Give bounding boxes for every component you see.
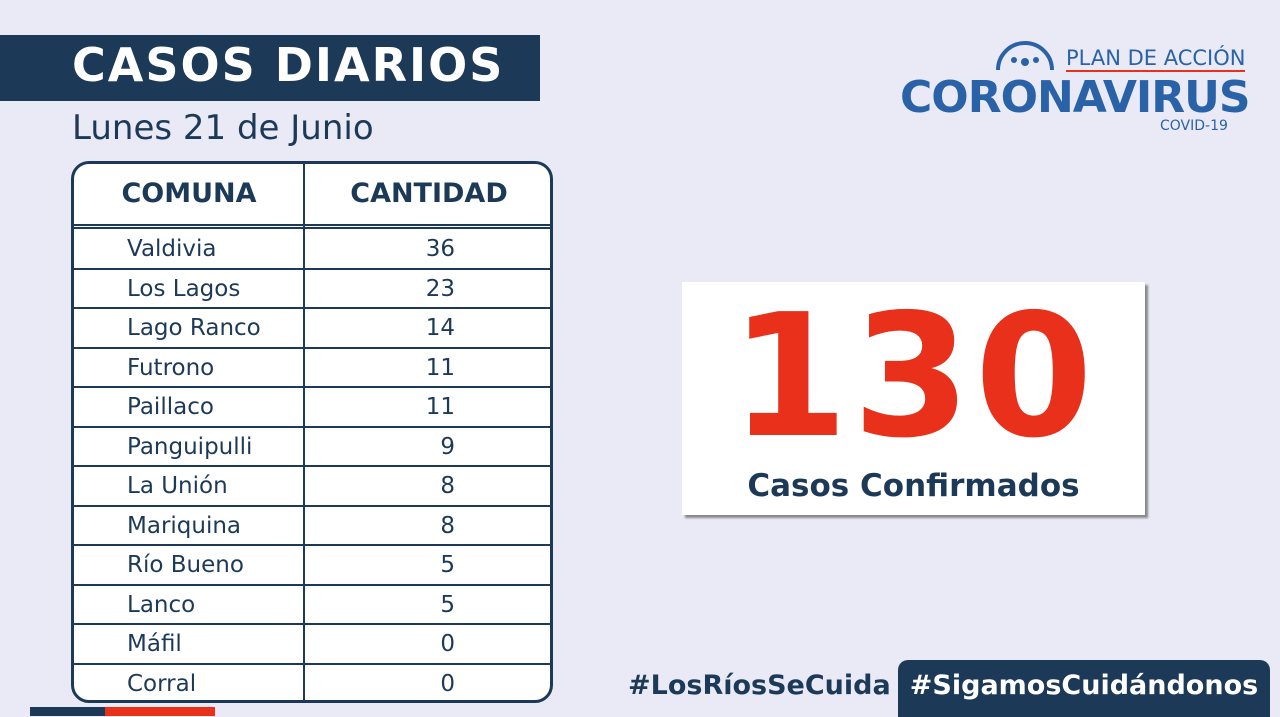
table-row: La Unión 8 (74, 467, 550, 507)
comuna: Los Lagos (127, 275, 241, 302)
column-divider (303, 164, 305, 700)
comuna: Lago Ranco (127, 315, 261, 341)
comuna: Corral (127, 670, 197, 697)
table-row: Río Bueno 5 (74, 546, 550, 586)
cantidad: 8 (440, 473, 455, 499)
table-row: Panguipulli 9 (74, 428, 550, 467)
cantidad: 14 (425, 315, 455, 341)
table-row: Lanco 5 (74, 586, 550, 625)
comuna: Río Bueno (127, 552, 244, 578)
table-row: Los Lagos 23 (74, 270, 550, 309)
cantidad: 0 (440, 670, 455, 697)
comuna: Máfil (127, 631, 182, 657)
comuna: Panguipulli (127, 433, 253, 460)
column-header: COMUNA (121, 178, 257, 209)
cantidad: 8 (440, 512, 455, 539)
hashtag: #SigamosCuidándonos (909, 670, 1259, 701)
table-row: Máfil 0 (74, 625, 550, 665)
cantidad: 0 (440, 631, 455, 657)
total-label: Casos Confirmados (747, 468, 1080, 504)
hashtag: #LosRíosSeCuida (628, 670, 891, 701)
table-row: Futrono 11 (74, 349, 550, 388)
table-row: Lago Ranco 14 (74, 309, 550, 349)
table-row: Valdivia 36 (74, 230, 550, 270)
stripe (30, 707, 105, 716)
stripe (105, 707, 215, 716)
table-row: Paillaco 11 (74, 388, 550, 428)
comuna: Lanco (127, 591, 196, 618)
comuna: Mariquina (127, 512, 242, 539)
table-row: Mariquina 8 (74, 507, 550, 546)
title-bar (0, 35, 540, 101)
cantidad: 11 (425, 354, 455, 381)
comuna: Paillaco (127, 394, 214, 420)
title: CASOS DIARIOS (72, 38, 505, 92)
cantidad: 5 (440, 591, 455, 618)
total-box: 130 Casos Confirmados (682, 282, 1145, 515)
hashtag-box: #SigamosCuidándonos (898, 660, 1270, 717)
cantidad: 11 (425, 394, 455, 420)
column-header: CANTIDAD (350, 178, 508, 209)
header-line (74, 224, 550, 229)
cantidad: 9 (440, 433, 455, 460)
logo-main: CORONAVIRUS (900, 72, 1251, 123)
logo-top: PLAN DE ACCIÓN (1066, 46, 1246, 72)
comuna: La Unión (127, 473, 228, 499)
total-value: 130 (730, 278, 1097, 476)
cantidad: 36 (425, 236, 455, 262)
table: COMUNA CANTIDAD Valdivia 36 Los Lagos 23 Lag… (71, 161, 553, 703)
cantidad: 23 (425, 275, 455, 302)
date: Lunes 21 de Junio (72, 108, 374, 148)
logo-sub: COVID-19 (1160, 118, 1228, 134)
comuna: Futrono (127, 354, 215, 381)
table-row: Corral 0 (74, 665, 550, 701)
logo-icon (996, 41, 1054, 71)
comuna: Valdivia (127, 236, 217, 262)
cantidad: 5 (440, 552, 455, 578)
